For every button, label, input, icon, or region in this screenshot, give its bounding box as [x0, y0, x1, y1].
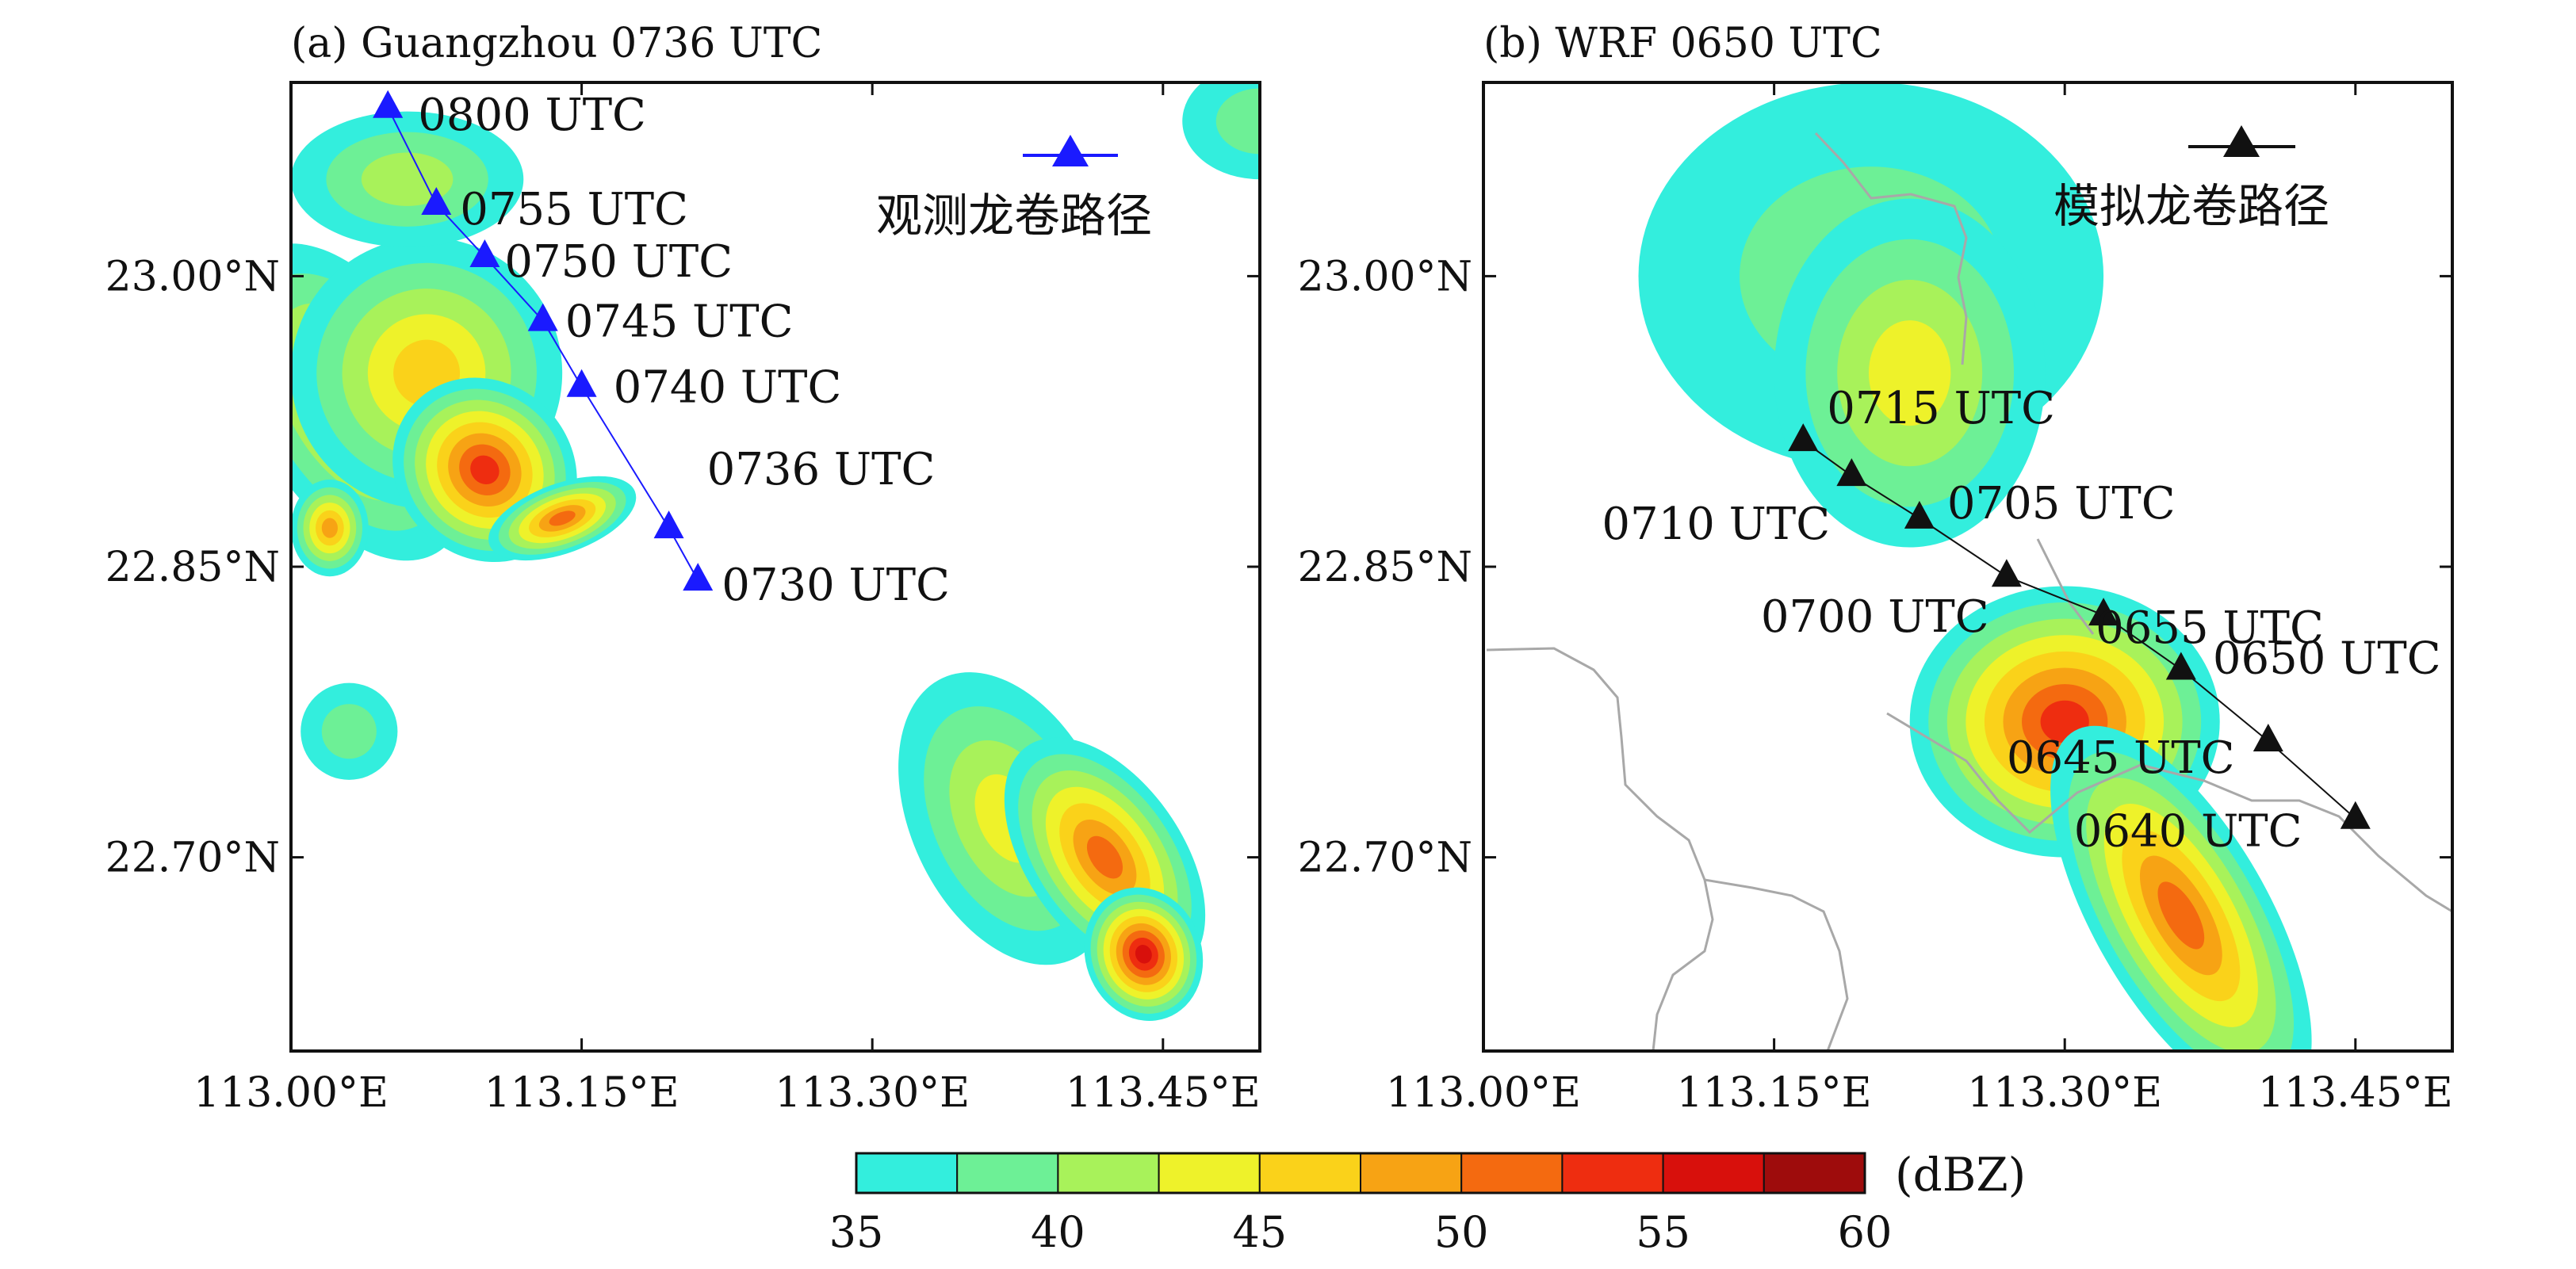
panel-a-x-tick-label-2: 113.30°E	[775, 1069, 970, 1117]
panel-a-cell-3-level-6	[549, 510, 576, 526]
track-point-0710-utc-triangle-icon	[1836, 458, 1867, 487]
colorbar-tick-label-0: 35	[829, 1207, 884, 1257]
border-line-south	[1704, 878, 1849, 1052]
colorbar-ticks: 35 40 45 50 55 60	[829, 1207, 1893, 1257]
panel-a-y-tick-label-0: 23.00°N	[105, 253, 280, 300]
track-label-0650-utc: 0650 UTC	[2213, 633, 2441, 685]
track-point-0730-utc-triangle-icon	[683, 563, 714, 591]
track-label-0740-utc: 0740 UTC	[614, 362, 842, 414]
border-line-north	[1814, 132, 1968, 365]
track-point-0745-utc-triangle-icon	[527, 303, 558, 331]
track-point-0700-utc-triangle-icon	[1991, 559, 2022, 587]
colorbar-swatch-7	[1561, 1152, 1664, 1194]
track-label-0730-utc: 0730 UTC	[722, 560, 950, 611]
colorbar-frame	[855, 1152, 1866, 1194]
panel-a-cell-8-level-8	[1135, 945, 1152, 964]
colorbar-swatch-0	[855, 1152, 959, 1194]
panel-b-x-tick-label-1: 113.15°E	[1677, 1069, 1872, 1117]
panel-a-cell-10-level-1	[321, 704, 377, 759]
track-point-0650-utc-triangle-icon	[2165, 652, 2196, 680]
colorbar-swatches	[855, 1152, 1866, 1194]
panel-b-cell-1-level-3	[1868, 320, 1951, 426]
track-point-0715-utc-triangle-icon	[1788, 423, 1819, 452]
track-label-0715-utc: 0715 UTC	[1827, 383, 2055, 434]
panel-a-cell-9-level-1	[1215, 88, 1260, 155]
panel-b-x-tick-label-2: 113.30°E	[1967, 1069, 2162, 1117]
border-line-river	[2036, 538, 2095, 635]
track-point-0705-utc-triangle-icon	[1904, 500, 1935, 529]
panel-a-x-tick-label-0: 113.00°E	[193, 1069, 389, 1117]
panel-b-wrf-simulation: (b) WRF 0650 UTC 0715 UTC 0710 UTC 0705 UT…	[1298, 20, 2454, 1117]
panel-a-axes: 113.00°E 113.15°E 113.30°E 113.45°E 23.00°N 2…	[105, 82, 1261, 1117]
track-label-0705-utc: 0705 UTC	[1947, 478, 2176, 529]
track-point-0740-utc-triangle-icon	[566, 369, 597, 397]
panel-a-legend-triangle-icon	[1052, 135, 1089, 166]
colorbar-tick-label-2: 45	[1232, 1207, 1287, 1257]
track-label-0750-utc: 0750 UTC	[504, 236, 733, 288]
panel-b-cell-3-level-6	[2157, 881, 2205, 950]
colorbar-swatch-3	[1158, 1152, 1261, 1194]
panel-b-title: (b) WRF 0650 UTC	[1483, 20, 1882, 67]
panel-a-legend-label: 观测龙卷路径	[876, 189, 1152, 243]
panel-b-legend-triangle-icon	[2223, 125, 2260, 157]
track-point-0736-utc-triangle-icon	[653, 510, 684, 539]
panel-a-cell-2-level-7	[470, 455, 500, 485]
colorbar-swatch-9	[1763, 1152, 1866, 1194]
track-label-0655-utc: 0655 UTC	[2096, 602, 2324, 654]
panel-a-y-tick-label-2: 22.70°N	[105, 835, 280, 882]
track-point-0755-utc-triangle-icon	[421, 186, 452, 215]
panel-b-y-tick-label-2: 22.70°N	[1298, 835, 1472, 882]
panel-a-reflectivity-field	[291, 82, 1260, 1022]
track-point-0750-utc-triangle-icon	[469, 239, 500, 267]
panel-b-simulated-track: 0715 UTC 0710 UTC 0705 UTC 0700 UTC 0655 UTC…	[1602, 383, 2440, 858]
panel-a-cell-4-level-5	[321, 518, 338, 538]
panel-b-reflectivity-field	[1638, 82, 2312, 1051]
track-point-0645-utc-triangle-icon	[2253, 723, 2283, 751]
track-point-0800-utc-triangle-icon	[373, 90, 404, 118]
panel-b-x-tick-label-3: 113.45°E	[2258, 1069, 2453, 1117]
panel-b-legend-label: 模拟龙卷路径	[2054, 179, 2329, 233]
panel-b-cells	[1638, 82, 2312, 1051]
panel-b-y-tick-label-1: 22.85°N	[1298, 544, 1472, 591]
track-point-0640-utc-triangle-icon	[2340, 801, 2371, 829]
panel-b-x-tick-label-0: 113.00°E	[1386, 1069, 1581, 1117]
colorbar-tick-label-5: 60	[1838, 1207, 1893, 1257]
panel-a-x-tick-label-1: 113.15°E	[484, 1069, 679, 1117]
panel-a-track-legend: 观测龙卷路径	[876, 135, 1152, 243]
colorbar-tick-label-1: 40	[1031, 1207, 1085, 1257]
track-label-0745-utc: 0745 UTC	[565, 296, 794, 348]
panel-a-x-tick-label-3: 113.45°E	[1066, 1069, 1261, 1117]
track-label-0645-utc: 0645 UTC	[2007, 732, 2235, 784]
colorbar-swatch-6	[1460, 1152, 1564, 1194]
border-line-center	[1886, 712, 2453, 913]
panel-b-county-borders	[1486, 132, 2453, 1052]
colorbar-swatch-8	[1662, 1152, 1765, 1194]
track-label-0736-utc: 0736 UTC	[707, 444, 936, 495]
panel-b-axes: 113.00°E 113.15°E 113.30°E 113.45°E 23.00°N 2…	[1298, 82, 2453, 1117]
panel-a-title: (a) Guangzhou 0736 UTC	[291, 20, 822, 67]
track-label-0710-utc: 0710 UTC	[1602, 499, 1830, 550]
panel-b-track-legend: 模拟龙卷路径	[2054, 125, 2329, 233]
border-line-west	[1486, 647, 1714, 1052]
colorbar-swatch-5	[1360, 1152, 1463, 1194]
panel-a-cells	[291, 82, 1260, 1022]
track-label-0700-utc: 0700 UTC	[1761, 591, 1989, 643]
colorbar-swatch-2	[1057, 1152, 1160, 1194]
colorbar-tick-label-4: 55	[1636, 1207, 1690, 1257]
track-label-0800-utc: 0800 UTC	[418, 90, 646, 141]
track-label-0640-utc: 0640 UTC	[2074, 806, 2302, 858]
colorbar-swatch-4	[1258, 1152, 1362, 1194]
colorbar-swatch-1	[956, 1152, 1059, 1194]
track-point-0655-utc-triangle-icon	[2088, 598, 2119, 626]
colorbar: 35 40 45 50 55 60 (dBZ)	[829, 1148, 2027, 1257]
colorbar-tick-label-3: 50	[1434, 1207, 1489, 1257]
track-label-0755-utc: 0755 UTC	[460, 184, 688, 235]
panel-a-y-tick-label-1: 22.85°N	[105, 544, 280, 591]
colorbar-unit-label: (dBZ)	[1895, 1148, 2026, 1202]
panel-b-y-tick-label-0: 23.00°N	[1298, 253, 1472, 300]
panel-a-cell-7-level-6	[1086, 835, 1123, 879]
